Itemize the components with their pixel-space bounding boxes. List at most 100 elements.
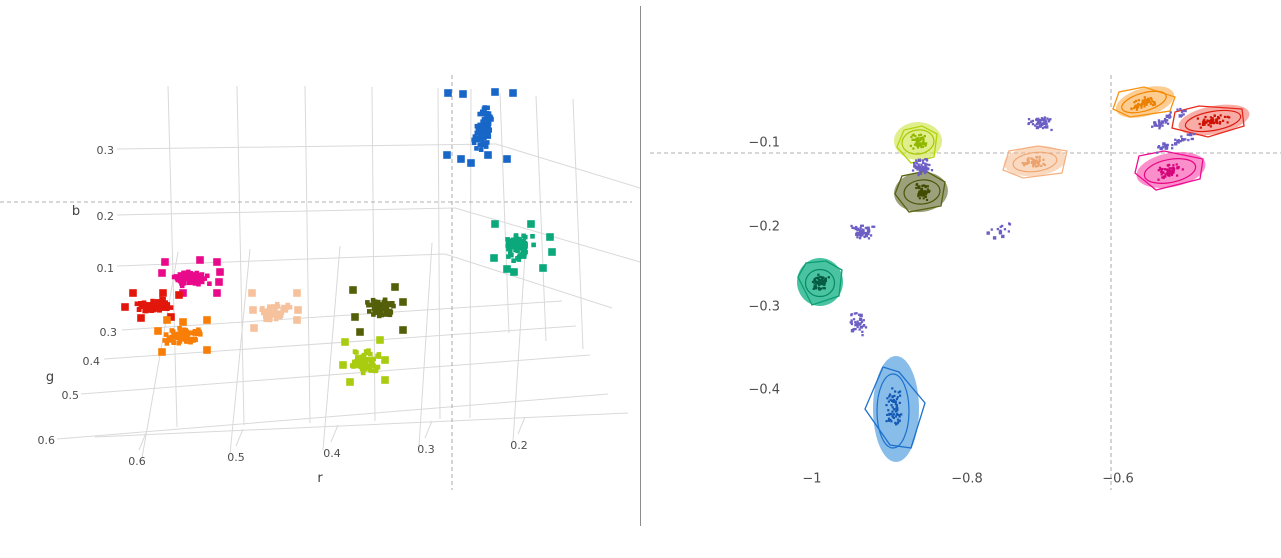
scatter-point	[1037, 164, 1040, 167]
scatter-point	[1217, 116, 1220, 119]
tick-label-y: −0.2	[748, 220, 780, 235]
scatter-point	[1160, 169, 1163, 172]
noise-point	[1045, 122, 1048, 125]
scatter-point	[1130, 107, 1133, 110]
noise-point	[1031, 123, 1035, 126]
noise-point	[860, 320, 864, 324]
scatter-point	[1211, 117, 1214, 120]
scatter-point	[186, 269, 191, 275]
noise-point	[1156, 124, 1159, 127]
outlier-point	[249, 306, 257, 314]
scatter-point	[481, 133, 487, 138]
scatter-point	[891, 410, 894, 413]
scatter-point	[1168, 172, 1171, 175]
noise-points	[849, 312, 868, 337]
scatter-point	[1032, 163, 1035, 167]
scatter-point	[1216, 118, 1219, 121]
noise-points	[1027, 116, 1053, 132]
cluster-blue	[443, 88, 517, 167]
noise-point	[922, 161, 925, 164]
scatter-point	[891, 387, 894, 390]
outlier-point	[443, 151, 451, 159]
scatter-point	[894, 390, 897, 393]
scatter-point	[513, 233, 519, 238]
scatter-point	[188, 336, 194, 342]
scatter-point	[815, 282, 818, 285]
scatter-point	[1137, 103, 1140, 106]
scatter-point	[166, 335, 172, 340]
cluster-orange	[154, 316, 211, 356]
scatter-point	[381, 300, 387, 305]
tick-label-g: 0.3	[100, 326, 118, 339]
scatter-point	[894, 410, 897, 413]
scatter-point	[191, 338, 196, 343]
scatter-point	[818, 283, 821, 286]
scatter-point	[1145, 99, 1148, 102]
scatter-point	[1212, 121, 1215, 124]
noise-point	[1038, 124, 1043, 128]
scatter-point	[891, 406, 894, 409]
scatter-point	[815, 280, 818, 283]
noise-point	[1003, 228, 1007, 231]
scatter-point	[815, 276, 818, 280]
cluster-covariance-ellipse	[901, 129, 935, 155]
noise-point	[1154, 123, 1157, 126]
noise-point	[1189, 132, 1193, 137]
scatter-point	[513, 247, 518, 253]
scatter-point	[1211, 118, 1214, 121]
outlier-point	[509, 89, 517, 97]
scatter-point	[814, 284, 817, 287]
scatter-point	[916, 183, 919, 186]
noise-point	[852, 226, 855, 230]
scatter-point	[481, 140, 487, 146]
outlier-point	[294, 306, 302, 314]
grid-line	[499, 92, 510, 334]
scatter-point	[197, 274, 203, 280]
grid-line	[167, 85, 178, 428]
scatter-point	[892, 400, 895, 403]
noise-point	[913, 164, 917, 168]
noise-point	[1001, 224, 1004, 228]
scatter-point	[1042, 158, 1045, 161]
scatter-point	[1035, 155, 1038, 159]
outlier-point	[399, 326, 407, 334]
noise-point	[1038, 121, 1041, 124]
noise-point	[924, 162, 927, 166]
outlier-point	[376, 336, 384, 344]
scatter-point	[1040, 164, 1043, 167]
noise-point	[1165, 121, 1168, 124]
scatter-point	[917, 144, 920, 147]
grid-line	[121, 300, 563, 331]
scatter-point	[182, 280, 187, 286]
scatter-point	[478, 147, 484, 152]
noise-point	[990, 228, 993, 231]
noise-point	[1039, 123, 1042, 126]
scatter-point	[368, 351, 373, 357]
left-3d-plot[interactable]: 0.3 0.2 0.1 0.3 0.4 0.5 0.6 0.6 0.5 0.4 0.3 0.2 b g r	[0, 75, 641, 490]
noise-point	[924, 158, 927, 161]
scatter-point	[1219, 114, 1222, 117]
outlier-point	[381, 376, 389, 384]
noise-point	[869, 234, 873, 237]
scatter-point	[387, 302, 393, 308]
right-2d-plot[interactable]: −0.1 −0.2 −0.3 −0.4 −1 −0.8 −0.6	[650, 75, 1281, 490]
grid-line	[437, 87, 441, 420]
scatter-point	[152, 303, 158, 309]
scatter-point	[1176, 174, 1179, 177]
scatter-point	[482, 111, 488, 117]
noise-point	[850, 329, 855, 333]
noise-point	[928, 163, 931, 167]
scatter-point	[531, 242, 536, 248]
scatter-point	[895, 413, 899, 416]
scatter-point	[516, 245, 521, 250]
scatter-point	[1142, 100, 1145, 103]
noise-point	[926, 168, 929, 171]
scatter-point	[1172, 164, 1175, 167]
tick-label-g: 0.5	[62, 389, 80, 402]
scatter-point	[180, 331, 185, 336]
scatter-point	[1209, 119, 1212, 122]
outlier-point	[163, 316, 171, 324]
scatter-point	[185, 333, 190, 338]
grid-line	[304, 85, 311, 424]
scatter-point	[1031, 161, 1034, 164]
